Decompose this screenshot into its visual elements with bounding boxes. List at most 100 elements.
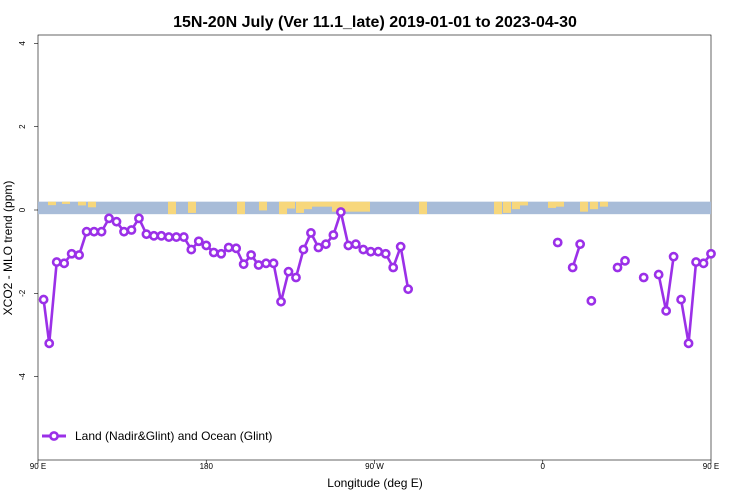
data-point <box>171 232 182 242</box>
land-patch <box>419 201 427 215</box>
data-point <box>104 213 114 224</box>
data-point <box>223 242 234 253</box>
y-tick-label: 0 <box>18 207 27 212</box>
data-point <box>380 248 391 259</box>
land-patch <box>590 201 598 210</box>
data-point <box>156 230 167 241</box>
land-patch <box>512 201 520 210</box>
land-patch <box>296 201 304 213</box>
x-axis-label: Longitude (deg E) <box>327 476 422 490</box>
data-point <box>186 244 197 255</box>
data-point <box>126 225 137 235</box>
land-patch <box>279 201 287 215</box>
land-patch <box>556 201 564 207</box>
data-point <box>253 260 264 270</box>
land-patch <box>237 201 245 215</box>
land-patch <box>600 201 608 207</box>
data-point <box>119 226 129 237</box>
x-tick-label: 0 <box>541 462 546 471</box>
y-tick-label: -4 <box>18 373 27 381</box>
data-point <box>149 230 159 241</box>
data-point <box>388 262 399 273</box>
chart-title: 15N-20N July (Ver 11.1_late) 2019-01-01 … <box>173 14 577 31</box>
land-patch <box>188 201 196 213</box>
series-layer <box>38 207 716 349</box>
data-point <box>178 232 189 242</box>
x-axis: 90 E 180 90 W 0 90 E <box>30 460 719 471</box>
land-patch <box>332 201 370 212</box>
x-tick-label: 90 W <box>365 462 384 471</box>
legend: Land (Nadir&Glint) and Ocean (Glint) <box>42 429 272 443</box>
data-point <box>335 207 346 217</box>
data-point <box>134 213 144 224</box>
data-point <box>51 257 62 267</box>
data-point <box>567 262 578 273</box>
data-point <box>74 250 85 260</box>
land-patch <box>304 201 312 210</box>
data-point <box>653 269 664 280</box>
legend-marker-swatch <box>49 431 59 441</box>
data-point <box>231 243 242 254</box>
data-point <box>216 248 227 259</box>
data-point <box>661 305 672 316</box>
ocean-band <box>38 201 711 215</box>
x-tick-label: 180 <box>200 462 214 471</box>
data-point <box>163 232 174 242</box>
land-patch <box>62 201 70 204</box>
data-point <box>612 262 623 273</box>
data-point <box>193 236 204 247</box>
land-patch <box>168 201 176 215</box>
land-patch <box>580 201 588 212</box>
data-point <box>350 239 361 250</box>
y-axis-label: XCO2 - MLO trend (ppm) <box>1 181 15 316</box>
data-point <box>238 259 249 270</box>
data-point <box>38 294 49 305</box>
land-ocean-band <box>38 201 711 215</box>
data-point <box>395 241 406 252</box>
land-patch <box>494 201 502 215</box>
data-point <box>298 244 309 255</box>
data-point <box>208 247 219 258</box>
y-axis: 4 2 0 -2 -4 <box>18 41 38 381</box>
data-point <box>575 239 586 250</box>
data-point <box>261 258 271 269</box>
data-point <box>358 244 369 255</box>
legend-label: Land (Nadir&Glint) and Ocean (Glint) <box>75 429 272 443</box>
data-point <box>586 295 597 306</box>
data-point <box>246 250 257 260</box>
plot-area-frame <box>37 34 712 461</box>
data-point <box>81 226 92 237</box>
data-point <box>552 237 563 248</box>
data-point <box>638 272 649 283</box>
data-point <box>306 228 316 238</box>
data-point <box>44 338 55 349</box>
data-point <box>96 226 107 237</box>
land-patch <box>78 201 86 206</box>
data-point <box>365 246 376 257</box>
land-patch <box>548 201 556 208</box>
data-point <box>89 226 99 237</box>
data-point <box>276 296 286 307</box>
data-point <box>201 240 212 251</box>
y-tick-label: 4 <box>18 41 27 46</box>
y-tick-label: -2 <box>18 289 27 297</box>
data-point <box>320 239 331 250</box>
data-point <box>283 266 294 277</box>
data-point <box>328 230 339 240</box>
x-tick-label: 90 E <box>30 462 46 471</box>
data-point <box>698 258 709 269</box>
data-point <box>706 248 716 259</box>
data-point <box>291 272 301 283</box>
series-line <box>657 256 675 313</box>
data-point <box>141 229 152 240</box>
data-point <box>620 255 630 266</box>
data-point <box>111 216 122 227</box>
data-point <box>403 284 414 295</box>
data-point <box>683 338 694 349</box>
land-patch <box>259 201 267 211</box>
data-point <box>66 248 77 259</box>
land-patch <box>287 201 295 209</box>
data-point <box>343 240 354 251</box>
land-patch <box>88 201 96 208</box>
